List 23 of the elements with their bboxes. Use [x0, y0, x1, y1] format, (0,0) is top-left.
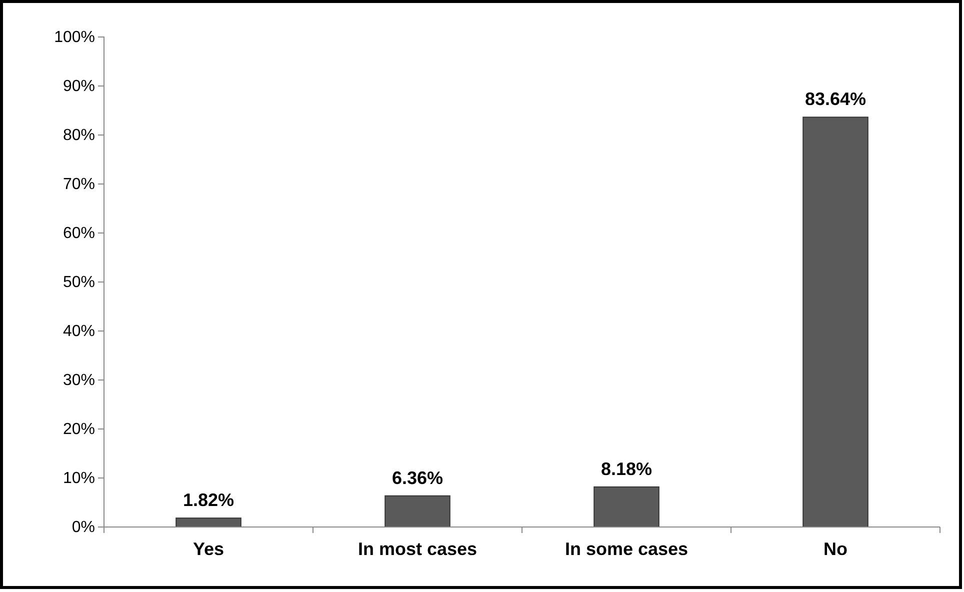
y-tick-label: 0% [72, 519, 95, 536]
y-tick-label: 100% [54, 29, 95, 46]
y-tick-label: 80% [62, 127, 95, 144]
y-tick-label: 70% [62, 176, 95, 194]
x-tick-label: In some cases [564, 539, 688, 560]
y-tick-label: 30% [62, 372, 95, 390]
y-tick-label: 20% [62, 421, 95, 438]
y-tick-label: 60% [62, 225, 95, 242]
x-tick-label: In most cases [358, 539, 478, 560]
data-label: 83.64% [804, 89, 866, 110]
y-tick-label: 40% [62, 323, 95, 340]
data-label: 8.18% [600, 458, 652, 479]
bar [594, 486, 660, 528]
bar [384, 495, 450, 528]
x-tick-label: Yes [192, 539, 224, 560]
x-tick-label: No [824, 539, 848, 560]
bar [802, 116, 868, 528]
bar [176, 518, 242, 528]
data-label: 6.36% [392, 468, 444, 488]
y-tick-label: 90% [62, 78, 95, 96]
y-tick-label: 10% [62, 470, 95, 488]
y-tick-label: 50% [62, 274, 95, 292]
data-label: 1.82% [182, 490, 234, 510]
